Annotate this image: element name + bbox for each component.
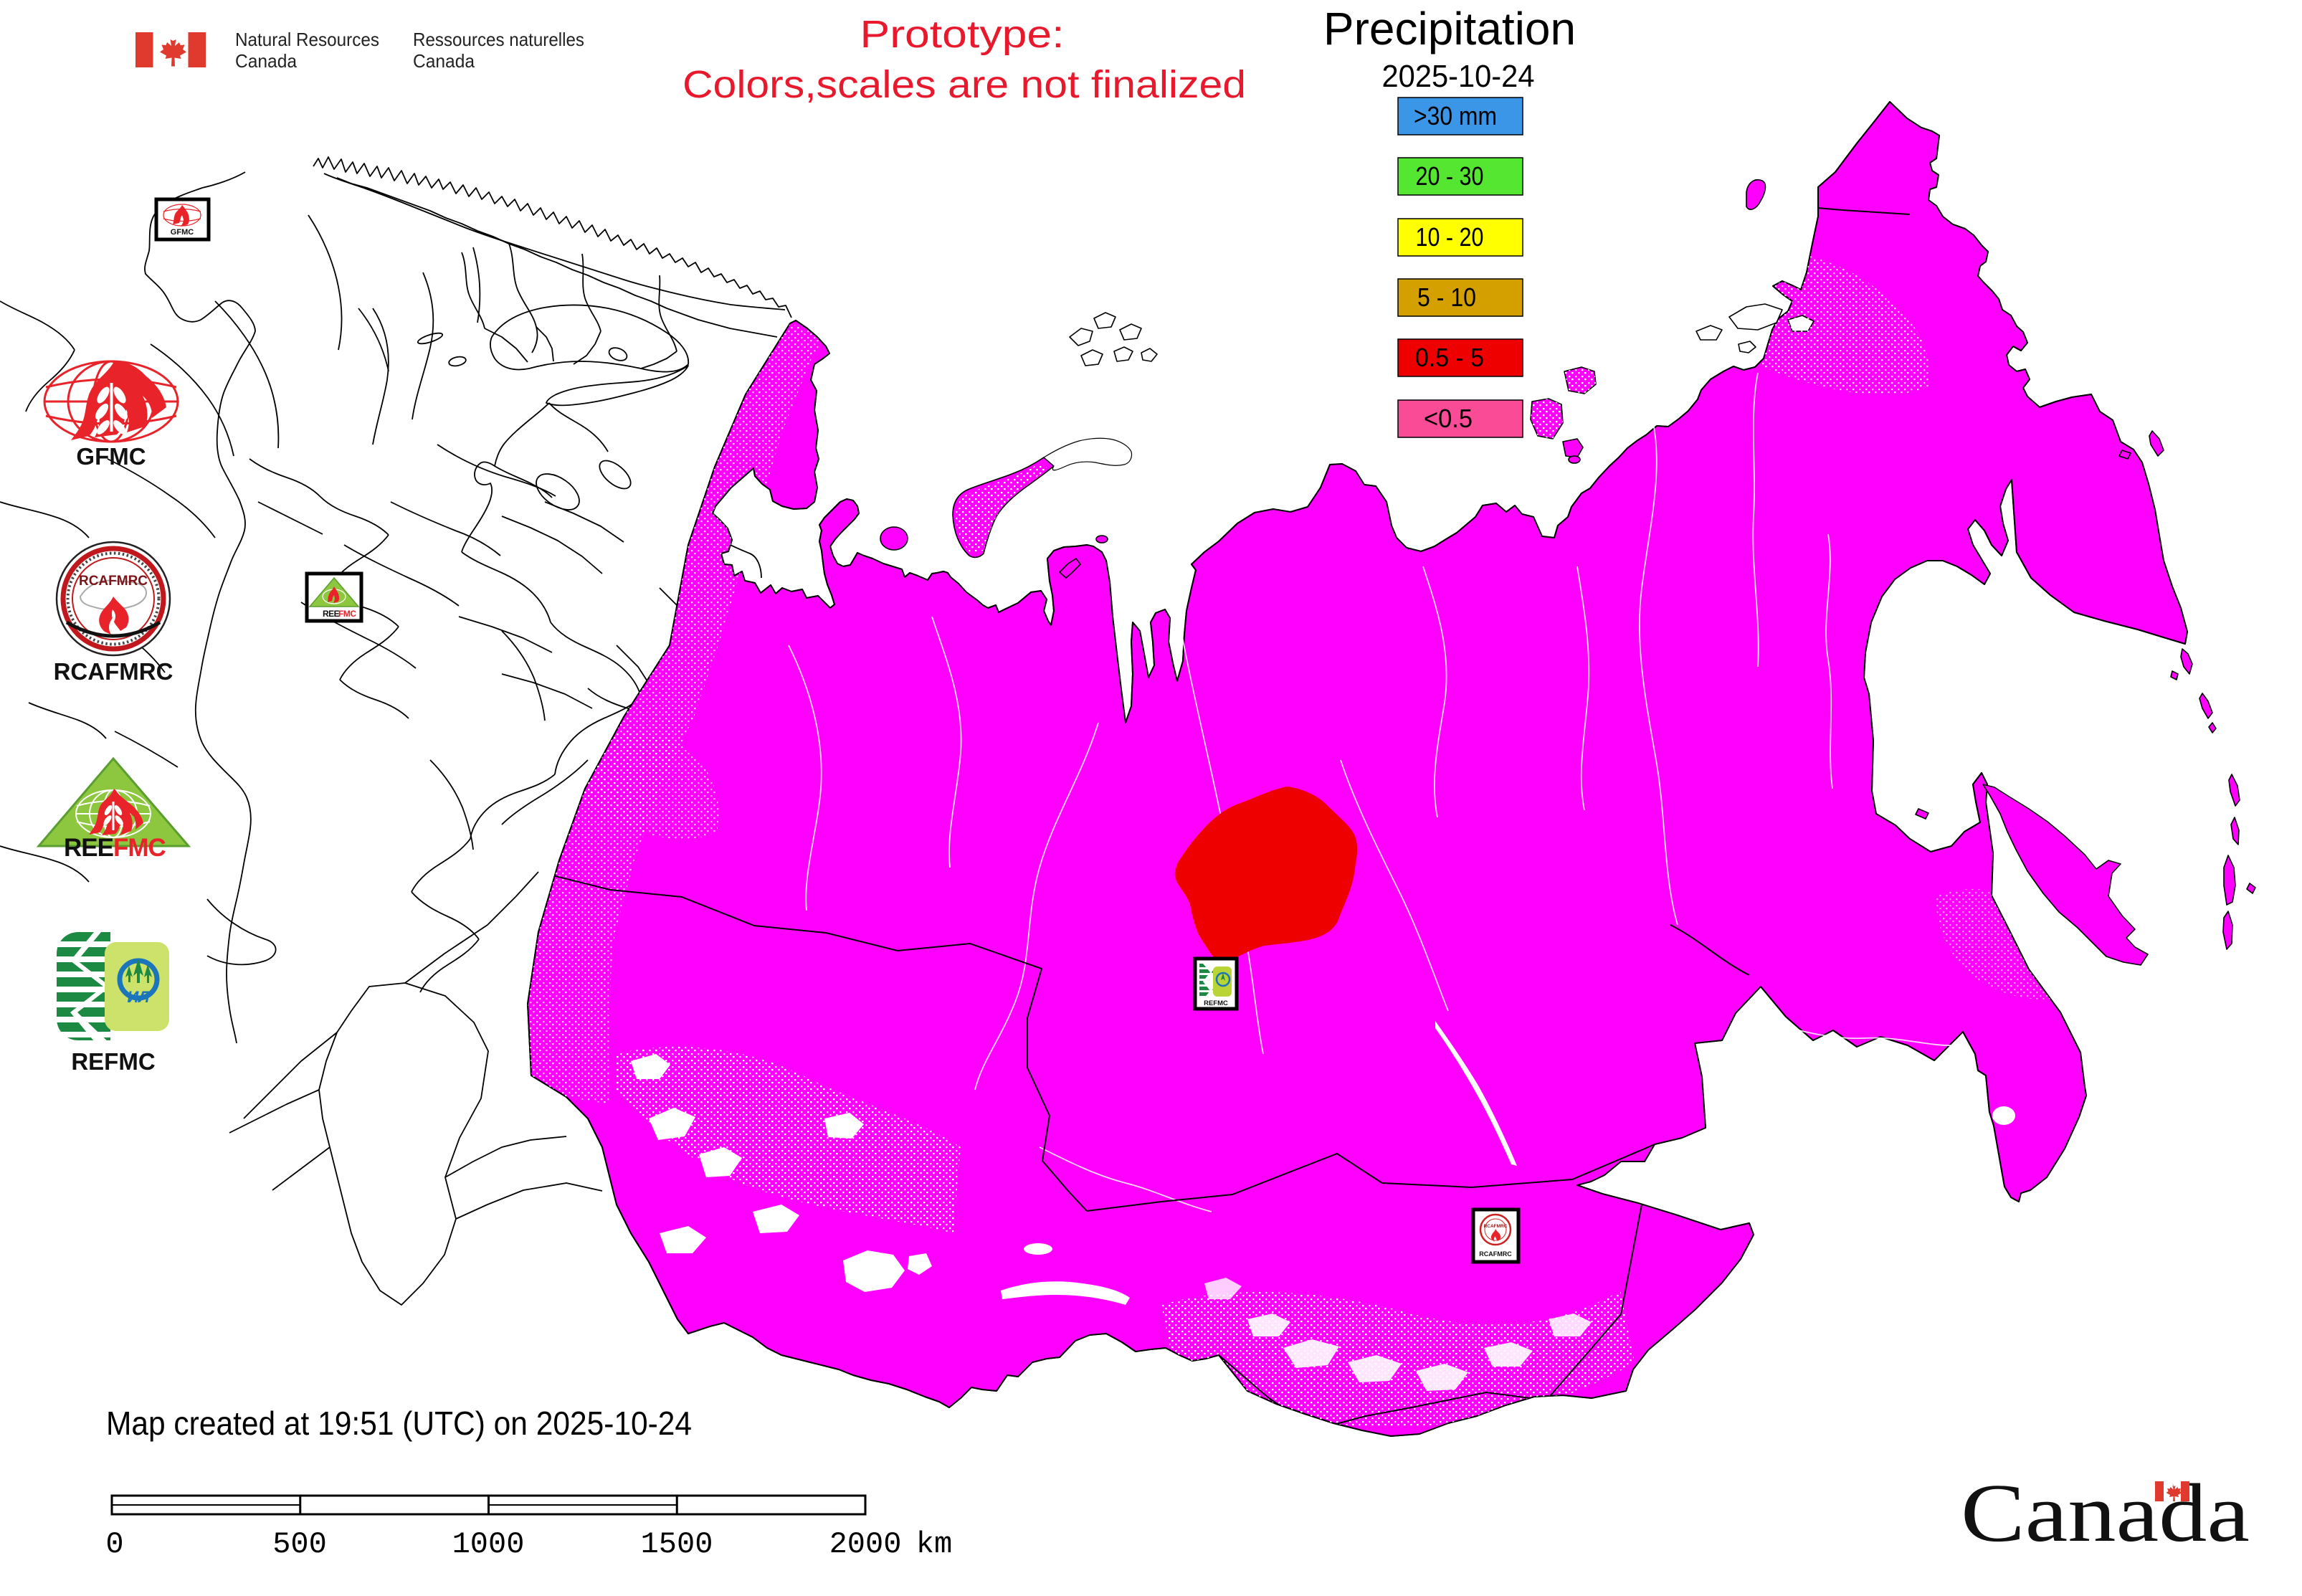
- svg-text:GFMC: GFMC: [171, 228, 194, 237]
- svg-text:ИЛ: ИЛ: [128, 988, 151, 1006]
- svg-text:GFMC: GFMC: [76, 443, 146, 470]
- svg-text:REE: REE: [323, 609, 340, 619]
- svg-text:2000: 2000: [829, 1527, 902, 1562]
- svg-text:RCAFMRC: RCAFMRC: [1479, 1250, 1512, 1258]
- svg-text:RCAFMRC: RCAFMRC: [79, 574, 148, 589]
- svg-text:RCAFMRC: RCAFMRC: [54, 658, 173, 685]
- svg-text:500: 500: [272, 1527, 327, 1562]
- svg-text:2025-10-24: 2025-10-24: [1382, 59, 1535, 94]
- svg-text:RCAFMRC: RCAFMRC: [1484, 1224, 1508, 1229]
- svg-text:REFMC: REFMC: [1204, 999, 1228, 1007]
- svg-text:0: 0: [105, 1527, 123, 1562]
- svg-text:km: km: [916, 1527, 952, 1562]
- svg-text:Canada: Canada: [235, 50, 298, 72]
- svg-text:>30 mm: >30 mm: [1414, 101, 1497, 130]
- svg-text:<0.5: <0.5: [1424, 404, 1473, 433]
- svg-text:Prototype:: Prototype:: [860, 13, 1065, 56]
- svg-text:1000: 1000: [452, 1527, 525, 1562]
- svg-text:20 - 30: 20 - 30: [1416, 161, 1484, 191]
- svg-text:0.5 - 5: 0.5 - 5: [1415, 343, 1484, 372]
- svg-text:Map created at 19:51 (UTC) on: Map created at 19:51 (UTC) on 2025-10-24: [106, 1405, 692, 1442]
- svg-text:5 - 10: 5 - 10: [1417, 282, 1476, 312]
- svg-text:Ressources naturelles: Ressources naturelles: [413, 29, 584, 50]
- svg-text:REFMC: REFMC: [71, 1048, 155, 1075]
- svg-text:10 - 20: 10 - 20: [1416, 222, 1484, 252]
- svg-text:Colors,scales are not finalize: Colors,scales are not finalized: [682, 63, 1246, 106]
- svg-text:FMC: FMC: [338, 609, 356, 619]
- svg-text:Canada: Canada: [413, 50, 475, 72]
- svg-text:1500: 1500: [641, 1527, 713, 1562]
- svg-text:Precipitation: Precipitation: [1323, 3, 1576, 54]
- svg-text:Canada: Canada: [1961, 1468, 2250, 1559]
- svg-text:Natural Resources: Natural Resources: [235, 29, 379, 50]
- svg-text:REE: REE: [64, 834, 113, 862]
- svg-text:FMC: FMC: [113, 834, 166, 862]
